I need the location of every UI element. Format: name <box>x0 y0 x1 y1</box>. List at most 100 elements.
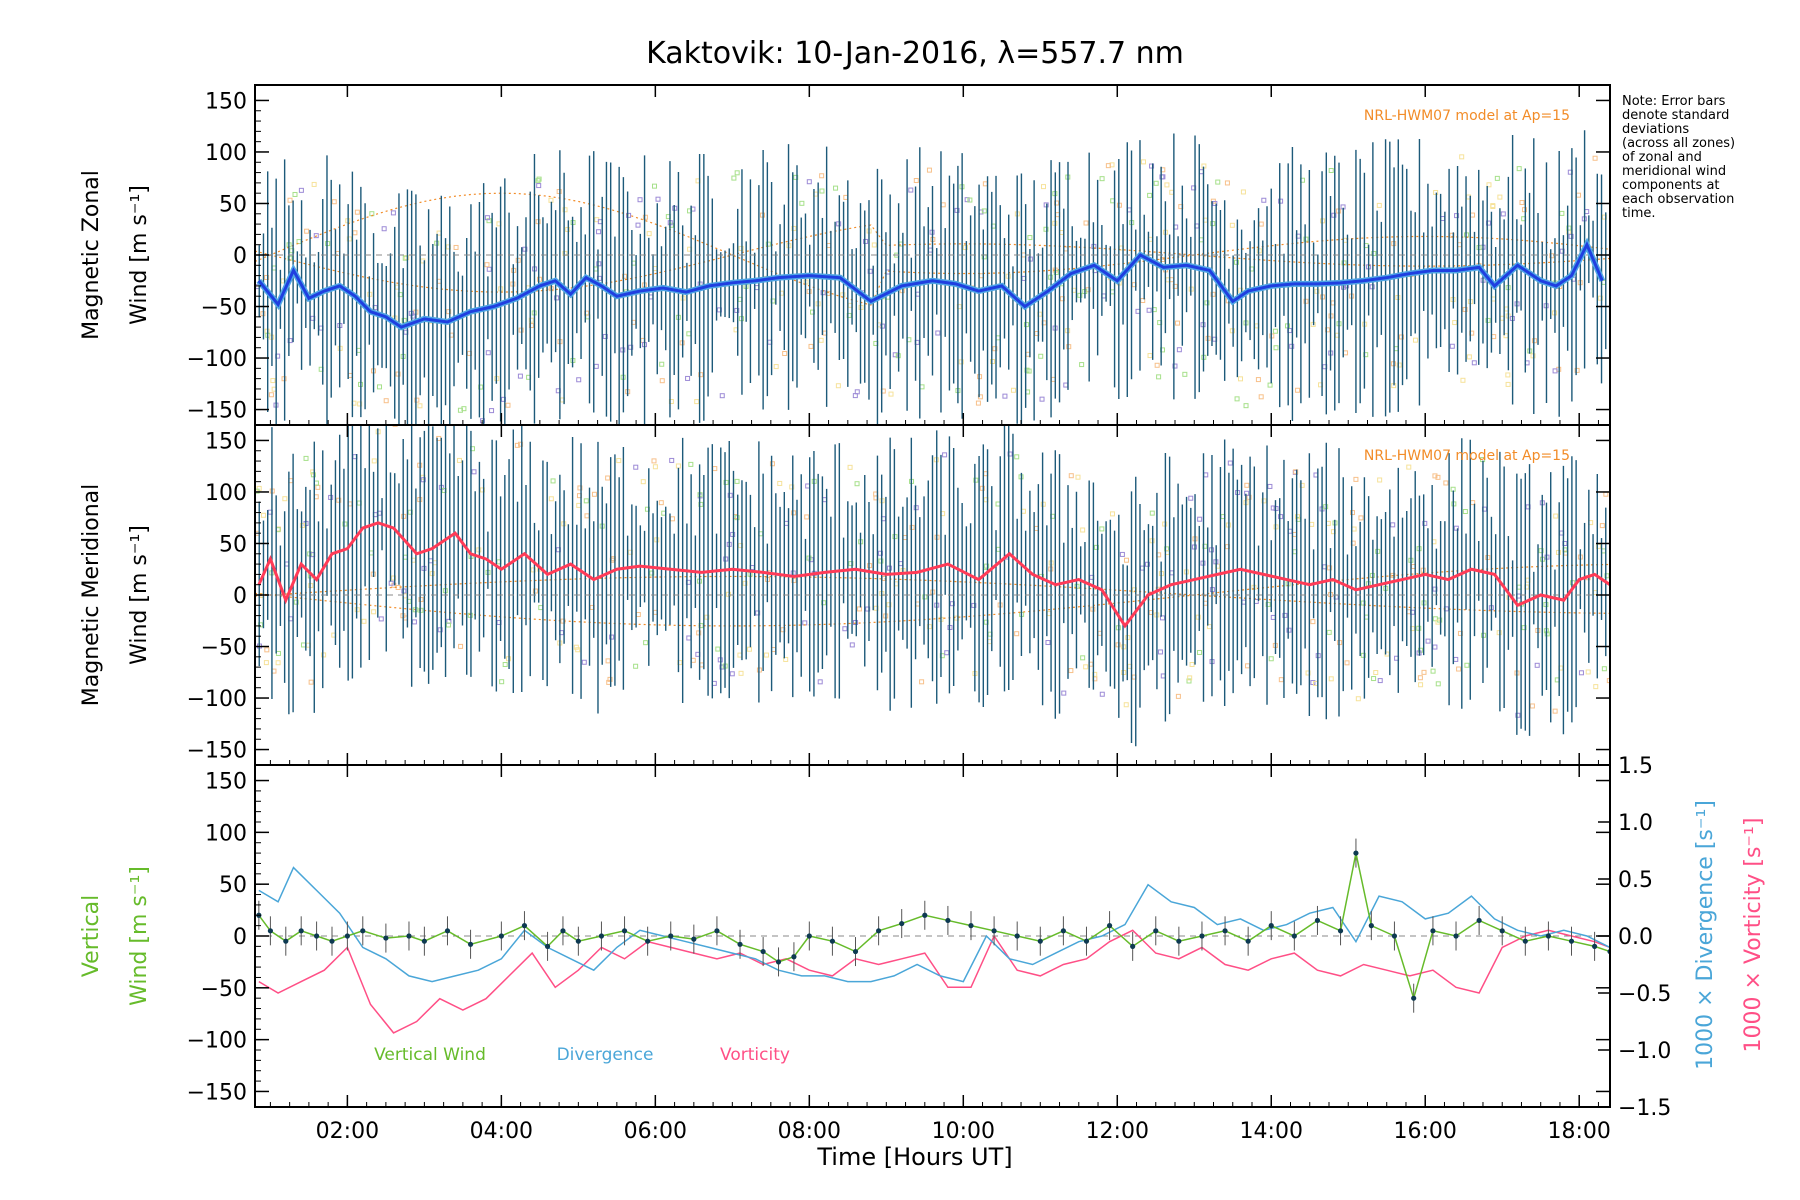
scatter-point <box>1045 640 1051 646</box>
vertical-wind-point <box>991 928 997 934</box>
scatter-point <box>1099 691 1105 697</box>
scatter-point <box>1175 320 1181 326</box>
scatter-point <box>964 197 970 203</box>
scatter-point <box>1433 189 1439 195</box>
scatter-point <box>808 343 814 349</box>
scatter-point <box>432 560 438 566</box>
scatter-point <box>1149 510 1155 516</box>
scatter-point <box>1597 295 1603 301</box>
y2-tick-label: 1.0 <box>1618 811 1653 836</box>
y-tick-label: 150 <box>205 429 247 454</box>
scatter-point <box>1295 387 1301 393</box>
scatter-point <box>642 214 648 220</box>
scatter-point <box>1314 288 1320 294</box>
scatter-point <box>1157 649 1163 655</box>
scatter-point <box>1599 523 1605 529</box>
y2-tick-label: −1.5 <box>1618 1096 1671 1121</box>
scatter-point <box>391 575 397 581</box>
scatter-point <box>1238 287 1244 293</box>
scatter-point <box>411 619 417 625</box>
scatter-point <box>690 657 696 663</box>
vertical-wind-point <box>737 941 743 947</box>
scatter-point <box>479 487 485 493</box>
scatter-point <box>484 215 490 221</box>
x-tick-label: 08:00 <box>778 1119 841 1144</box>
scatter-point <box>377 384 383 390</box>
scatter-point <box>1079 362 1085 368</box>
scatter-point <box>1245 663 1251 669</box>
scatter-point <box>1278 514 1284 520</box>
scatter-point <box>940 202 946 208</box>
scatter-point <box>1289 343 1295 349</box>
scatter-point <box>635 222 641 228</box>
scatter-point <box>1521 625 1527 631</box>
scatter-point <box>381 226 387 232</box>
scatter-point <box>1568 233 1574 239</box>
legend-label: Divergence <box>557 1045 654 1065</box>
scatter-point <box>643 640 649 646</box>
scatter-point <box>486 266 492 272</box>
scatter-point <box>530 567 536 573</box>
scatter-point <box>1282 612 1288 618</box>
scatter-point <box>818 337 824 343</box>
scatter-point <box>1390 522 1396 528</box>
vertical-wind-point <box>1222 928 1228 934</box>
note-line: each observation <box>1622 192 1735 207</box>
scatter-point <box>1553 513 1559 519</box>
scatter-point <box>457 457 463 463</box>
scatter-point <box>1449 343 1455 349</box>
scatter-point <box>1310 680 1316 686</box>
y-tick-label: 50 <box>219 532 247 557</box>
scatter-point <box>298 187 304 193</box>
vertical-wind-point <box>714 928 720 934</box>
scatter-point <box>602 333 608 339</box>
vertical-wind-point <box>922 912 928 918</box>
vertical-wind-point <box>1130 943 1136 949</box>
scatter-point <box>573 644 579 650</box>
scatter-point <box>652 183 658 189</box>
scatter-point <box>1027 235 1033 241</box>
scatter-point <box>704 614 710 620</box>
scatter-point <box>499 679 505 685</box>
scatter-point <box>1396 362 1402 368</box>
scatter-point <box>300 642 306 648</box>
scatter-point <box>821 600 827 606</box>
vertical-wind-point <box>1568 938 1575 944</box>
vertical-wind-point <box>1592 943 1598 949</box>
scatter-point <box>576 502 582 508</box>
x-tick-label: 16:00 <box>1394 1119 1457 1144</box>
scatter-point <box>1093 544 1099 550</box>
scatter-point <box>1278 198 1284 204</box>
scatter-point <box>1330 529 1336 535</box>
scatter-point <box>982 181 988 187</box>
scatter-point <box>1267 483 1273 489</box>
vertical-wind-point <box>1522 938 1528 944</box>
scatter-point <box>457 407 463 413</box>
scatter-point <box>292 191 298 197</box>
scatter-point <box>453 244 459 250</box>
scatter-point <box>1462 509 1468 515</box>
note-line: Note: Error bars <box>1622 94 1726 109</box>
scatter-point <box>1270 614 1276 620</box>
scatter-point <box>734 478 740 484</box>
scatter-point <box>260 512 266 518</box>
scatter-point <box>1549 253 1555 259</box>
x-tick-label: 14:00 <box>1240 1119 1303 1144</box>
scatter-point <box>354 209 360 215</box>
scatter-point <box>414 397 420 403</box>
scatter-point <box>729 671 735 677</box>
scatter-point <box>609 634 615 640</box>
vertical-wind-point <box>968 923 974 929</box>
scatter-point <box>1519 200 1525 206</box>
y2-tick-label: 1.5 <box>1618 754 1653 779</box>
scatter-point <box>1068 473 1074 479</box>
scatter-point <box>1453 525 1459 531</box>
scatter-point <box>1083 664 1089 670</box>
scatter-point <box>849 642 855 648</box>
vertical-wind-point <box>1368 923 1374 929</box>
vertical-wind-point <box>852 948 859 955</box>
scatter-point <box>926 167 932 173</box>
vertical-wind-point <box>575 938 581 944</box>
scatter-point <box>1534 662 1540 668</box>
scatter-point <box>635 612 641 618</box>
